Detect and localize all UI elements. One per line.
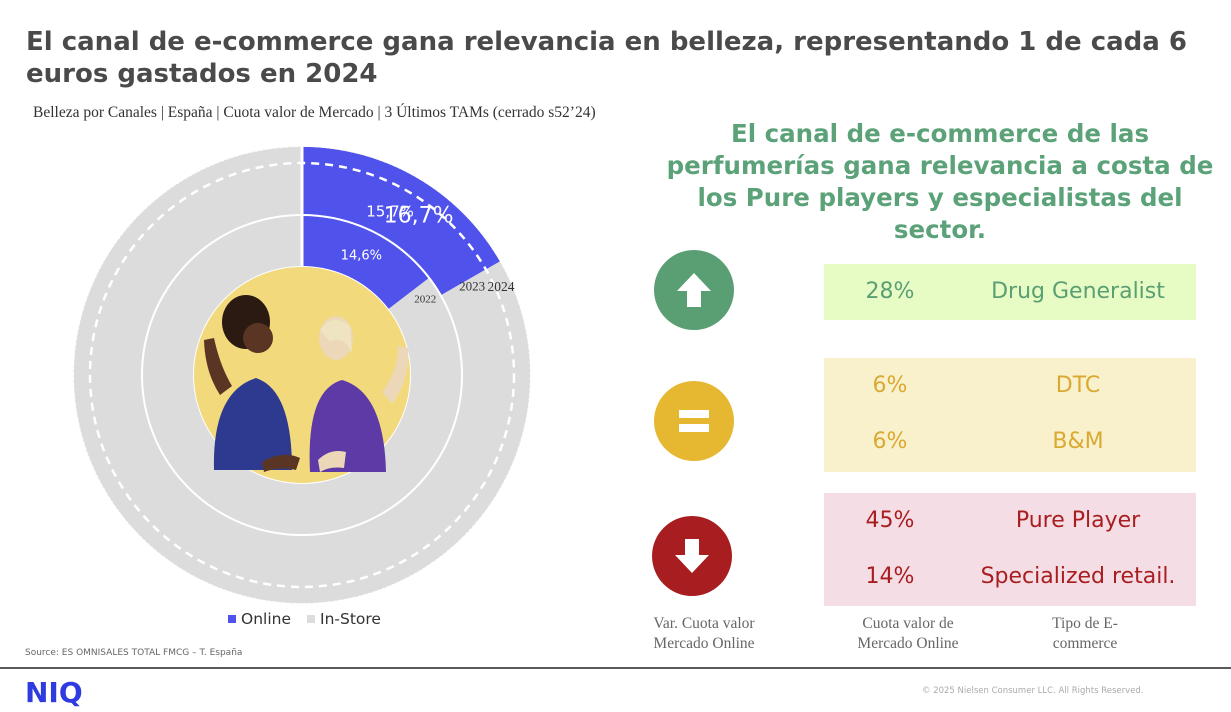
ecommerce-type: Drug Generalist — [991, 279, 1165, 304]
ecommerce-type: B&M — [1052, 429, 1104, 454]
ecommerce-type: Pure Player — [1015, 508, 1141, 533]
year-label-2024: 2024 — [488, 279, 515, 294]
data-label-2024: 16,7% — [384, 204, 454, 229]
arrow-up-icon — [654, 250, 734, 330]
women-photo-illustration — [194, 267, 410, 483]
data-label-2022: 14,6% — [341, 248, 382, 263]
online-bar-2024 — [302, 147, 500, 296]
box-increase: 28% Drug Generalist — [824, 264, 1196, 320]
online-bar-2022 — [302, 215, 430, 310]
chart-legend: Online In-Store — [228, 610, 381, 628]
chart-labels: 14,6% 15,7%16,7% 2022 2023 2024 — [341, 202, 515, 305]
share-value: 6% — [872, 429, 908, 454]
radial-share-chart: 14,6% 15,7%16,7% 2022 2023 2024 — [73, 143, 531, 604]
table-row: 28% Drug Generalist — [824, 272, 1196, 312]
column-header-tipo: Tipo de E-commerce — [1052, 615, 1118, 652]
column-header-cuota: Cuota valor de Mercado Online — [857, 615, 959, 652]
footer-divider — [0, 667, 1231, 669]
source-note: Source: ES OMNISALES TOTAL FMCG – T. Esp… — [25, 648, 243, 658]
share-value: 45% — [865, 508, 915, 533]
share-value: 28% — [865, 279, 915, 304]
equals-icon — [654, 381, 734, 461]
niq-logo: NIQ — [25, 676, 83, 709]
ecommerce-type: Specialized retail. — [980, 564, 1176, 589]
year-label-2022: 2022 — [414, 294, 436, 306]
legend-item-in-store: In-Store — [307, 610, 381, 628]
year-label-2023: 2023 — [459, 278, 485, 293]
table-row: 6% DTC — [824, 366, 1196, 406]
share-value: 6% — [872, 373, 908, 398]
legend-label-online: Online — [241, 610, 291, 628]
share-value: 14% — [865, 564, 915, 589]
chart-subtitle: Belleza por Canales | España | Cuota val… — [33, 104, 596, 121]
box-decrease: 45% Pure Player 14% Specialized retail. — [824, 493, 1196, 606]
legend-swatch-online — [228, 615, 236, 623]
legend-label-in-store: In-Store — [320, 610, 381, 628]
legend-item-online: Online — [228, 610, 291, 628]
box-stable: 6% DTC 6% B&M — [824, 358, 1196, 472]
data-label-2023: 15,7% — [366, 202, 414, 220]
copyright-notice: © 2025 Nielsen Consumer LLC. All Rights … — [922, 686, 1144, 696]
table-row: 14% Specialized retail. — [824, 557, 1196, 597]
ecommerce-type: DTC — [1055, 373, 1101, 398]
column-header-var: Var. Cuota valor Mercado Online — [653, 615, 755, 652]
arrow-down-icon — [652, 516, 732, 596]
legend-swatch-in-store — [307, 615, 315, 623]
table-row: 6% B&M — [824, 422, 1196, 462]
page-title: El canal de e-commerce gana relevancia e… — [26, 27, 1187, 89]
table-row: 45% Pure Player — [824, 501, 1196, 541]
headline-insight: El canal de e-commerce de las perfumería… — [666, 119, 1214, 244]
